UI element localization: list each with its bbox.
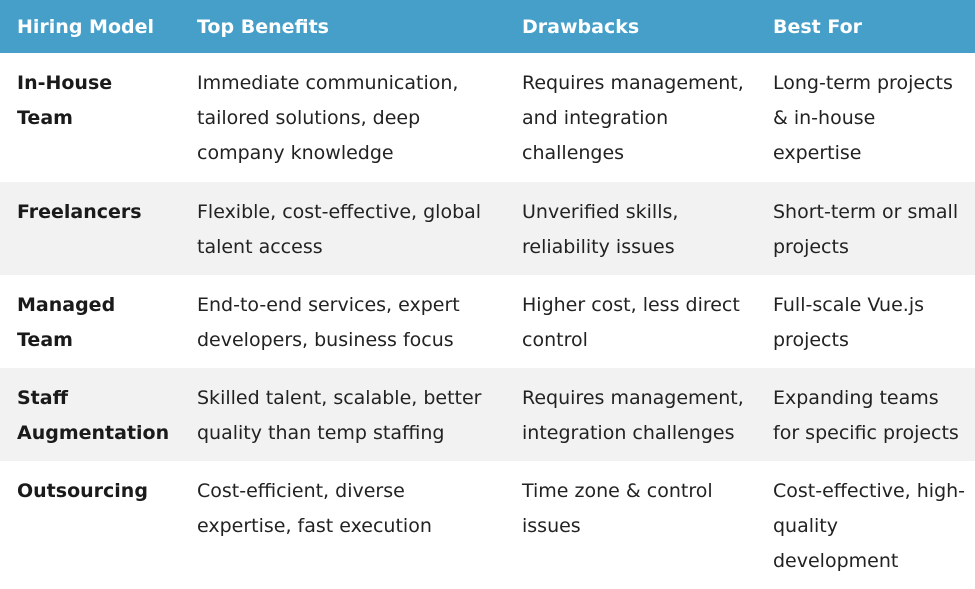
cell-top-benefits: Cost-efficient, diverse expertise, fast … — [180, 461, 505, 589]
cell-hiring-model: Managed Team — [0, 275, 180, 368]
cell-best-for: Long-term projects & in-house expertise — [756, 53, 975, 182]
table-row: In-House Team Immediate communication, t… — [0, 53, 975, 182]
cell-best-for: Expanding teams for specific projects — [756, 368, 975, 461]
cell-drawbacks: Unverified skills, reliability issues — [505, 182, 756, 275]
cell-top-benefits: Immediate communication, tailored soluti… — [180, 53, 505, 182]
table-header-row: Hiring Model Top Benefits Drawbacks Best… — [0, 0, 975, 53]
table-row: Outsourcing Cost-efficient, diverse expe… — [0, 461, 975, 589]
cell-top-benefits: Skilled talent, scalable, better quality… — [180, 368, 505, 461]
cell-drawbacks: Requires management, integration challen… — [505, 368, 756, 461]
cell-best-for: Full-scale Vue.js projects — [756, 275, 975, 368]
cell-drawbacks: Time zone & control issues — [505, 461, 756, 589]
table-row: Managed Team End-to-end services, expert… — [0, 275, 975, 368]
cell-hiring-model: Outsourcing — [0, 461, 180, 589]
cell-top-benefits: End-to-end services, expert developers, … — [180, 275, 505, 368]
cell-hiring-model: In-House Team — [0, 53, 180, 182]
header-best-for: Best For — [756, 0, 975, 53]
cell-drawbacks: Requires management, and integration cha… — [505, 53, 756, 182]
cell-top-benefits: Flexible, cost-effective, global talent … — [180, 182, 505, 275]
header-drawbacks: Drawbacks — [505, 0, 756, 53]
cell-drawbacks: Higher cost, less direct control — [505, 275, 756, 368]
header-top-benefits: Top Benefits — [180, 0, 505, 53]
table-row: Freelancers Flexible, cost-effective, gl… — [0, 182, 975, 275]
cell-best-for: Short-term or small projects — [756, 182, 975, 275]
cell-hiring-model: Freelancers — [0, 182, 180, 275]
header-hiring-model: Hiring Model — [0, 0, 180, 53]
cell-best-for: Cost-effective, high-quality development — [756, 461, 975, 589]
table-row: Staff Augmentation Skilled talent, scala… — [0, 368, 975, 461]
cell-hiring-model: Staff Augmentation — [0, 368, 180, 461]
